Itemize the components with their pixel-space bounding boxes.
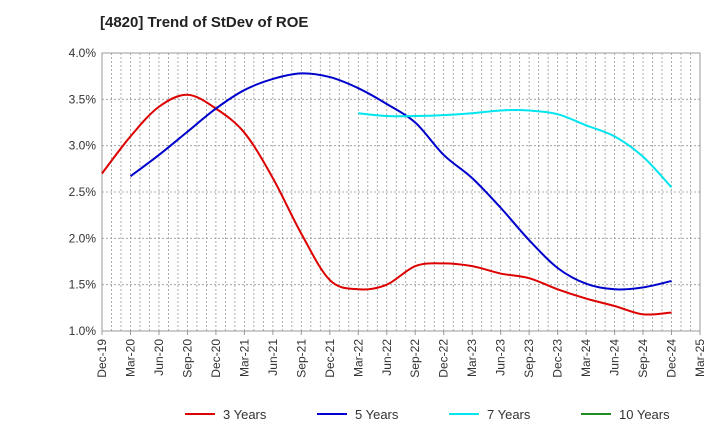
x-tick-label: Dec-24	[665, 339, 679, 378]
x-tick-label: Mar-22	[351, 339, 365, 377]
x-tick-label: Sep-21	[294, 339, 308, 378]
x-tick-label: Mar-20	[123, 339, 137, 377]
x-axis: Dec-19 Mar-20 Jun-20 Sep-20 Dec-20 Mar-21 Jun-…	[95, 331, 707, 378]
y-tick-label: 2.0%	[69, 231, 97, 245]
y-tick-label: 1.0%	[69, 324, 97, 338]
x-tick-label: Jun-23	[494, 339, 508, 376]
legend-label-10-years: 10 Years	[619, 407, 670, 422]
x-tick-label: Sep-24	[636, 339, 650, 378]
x-tick-label: Sep-23	[522, 339, 536, 378]
series-line-5-years	[129, 72, 672, 291]
x-tick-label: Sep-20	[180, 339, 194, 378]
y-tick-label: 2.5%	[69, 185, 97, 199]
series-line-7-years	[358, 109, 673, 189]
plot-border	[101, 52, 701, 332]
x-tick-label: Dec-20	[209, 339, 223, 378]
x-tick-label: Jun-22	[380, 339, 394, 376]
x-tick-label: Dec-21	[323, 339, 337, 378]
x-tick-label: Dec-22	[437, 339, 451, 378]
legend-label-3-years: 3 Years	[223, 407, 267, 422]
x-tick-label: Dec-19	[95, 339, 109, 378]
x-tick-label: Dec-23	[551, 339, 565, 378]
x-tick-label: Jun-21	[266, 339, 280, 376]
x-tick-label: Sep-22	[408, 339, 422, 378]
x-tick-label: Mar-24	[579, 339, 593, 377]
y-tick-label: 1.5%	[69, 278, 97, 292]
chart-title: [4820] Trend of StDev of ROE	[100, 14, 309, 31]
series-line-3-years	[101, 93, 672, 316]
y-tick-label: 4.0%	[69, 46, 97, 60]
y-tick-label: 3.0%	[69, 139, 97, 153]
y-tick-label: 3.5%	[69, 92, 97, 106]
x-tick-label: Jun-20	[152, 339, 166, 376]
legend-label-7-years: 7 Years	[487, 407, 531, 422]
x-tick-label: Jun-24	[608, 339, 622, 376]
legend: 3 Years 5 Years 7 Years 10 Years	[185, 407, 670, 422]
x-tick-label: Mar-23	[465, 339, 479, 377]
series-lines	[101, 72, 673, 316]
y-axis: 1.0% 1.5% 2.0% 2.5% 3.0% 3.5% 4.0%	[69, 46, 97, 338]
x-tick-label: Mar-25	[693, 339, 707, 377]
legend-label-5-years: 5 Years	[355, 407, 399, 422]
x-tick-label: Mar-21	[237, 339, 251, 377]
